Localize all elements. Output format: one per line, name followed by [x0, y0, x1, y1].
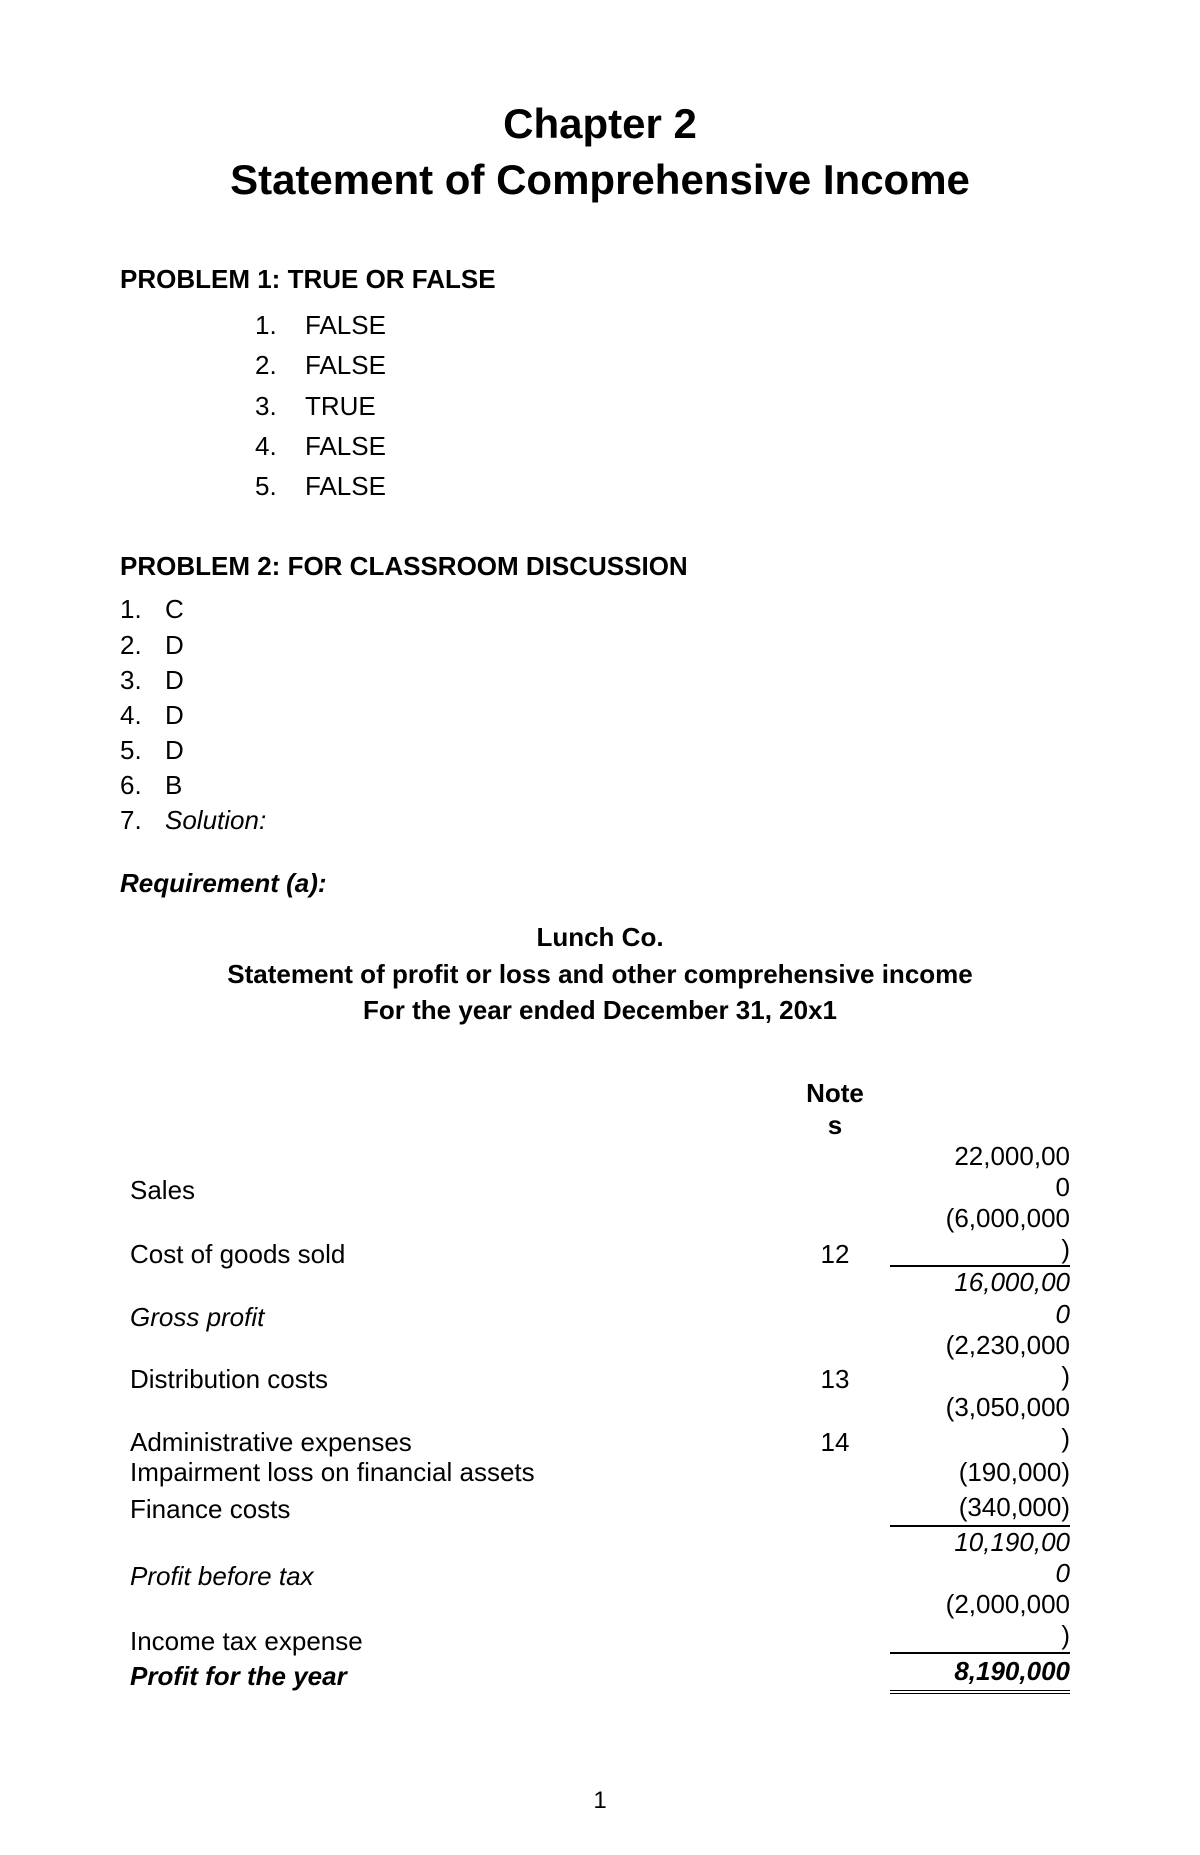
item-answer: D: [165, 663, 184, 698]
item-answer: D: [165, 698, 184, 733]
row-amount: (2,000,000): [890, 1589, 1080, 1653]
item-answer: D: [165, 733, 184, 768]
item-number: 1.: [255, 305, 305, 345]
list-item: 5.FALSE: [255, 466, 1080, 506]
row-amount: 16,000,000: [890, 1267, 1080, 1329]
list-item: 5.D: [120, 733, 1080, 768]
item-number: 7.: [120, 803, 165, 838]
list-item: 3.D: [120, 663, 1080, 698]
requirement-heading: Requirement (a):: [120, 868, 1080, 899]
row-amount: (3,050,000): [890, 1392, 1080, 1454]
item-answer: FALSE: [305, 305, 386, 345]
list-item: 3.TRUE: [255, 386, 1080, 426]
company-name: Lunch Co.: [120, 919, 1080, 955]
chapter-subtitle: Statement of Comprehensive Income: [120, 156, 1080, 204]
table-row: Distribution costs 13 (2,230,000): [120, 1330, 1080, 1392]
row-amount: 10,190,000: [890, 1527, 1080, 1589]
item-number: 5.: [255, 466, 305, 506]
financial-table: Notes Sales 22,000,000 Cost of goods sol…: [120, 1078, 1080, 1693]
item-number: 3.: [120, 663, 165, 698]
list-item: 7.Solution:: [120, 803, 1080, 838]
table-row: Gross profit 16,000,000: [120, 1267, 1080, 1329]
item-answer: Solution:: [165, 803, 266, 838]
item-answer: TRUE: [305, 386, 376, 426]
list-item: 1.FALSE: [255, 305, 1080, 345]
item-number: 2.: [120, 628, 165, 663]
list-item: 2.FALSE: [255, 345, 1080, 385]
item-answer: B: [165, 768, 182, 803]
row-note: 12: [780, 1241, 890, 1267]
item-number: 1.: [120, 592, 165, 627]
row-label: Sales: [120, 1177, 780, 1203]
list-item: 6.B: [120, 768, 1080, 803]
problem1-heading: PROBLEM 1: TRUE OR FALSE: [120, 264, 1080, 295]
item-number: 2.: [255, 345, 305, 385]
item-number: 4.: [120, 698, 165, 733]
row-amount: 8,190,000: [890, 1654, 1080, 1694]
page-number: 1: [0, 1787, 1200, 1815]
problem2-list: 1.C 2.D 3.D 4.D 5.D 6.B 7.Solution:: [120, 592, 1080, 838]
problem1-list: 1.FALSE 2.FALSE 3.TRUE 4.FALSE 5.FALSE: [255, 305, 1080, 506]
row-label: Profit for the year: [120, 1659, 780, 1694]
table-row: Impairment loss on financial assets (190…: [120, 1455, 1080, 1490]
row-label: Profit before tax: [120, 1563, 780, 1589]
notes-column-header: Notes: [780, 1078, 890, 1140]
row-amount: (190,000): [890, 1455, 1080, 1490]
table-row: Sales 22,000,000: [120, 1141, 1080, 1203]
row-amount: 22,000,000: [890, 1141, 1080, 1203]
row-label: Administrative expenses: [120, 1429, 780, 1455]
statement-title: Statement of profit or loss and other co…: [120, 956, 1080, 992]
item-answer: FALSE: [305, 345, 386, 385]
table-row: Profit for the year 8,190,000: [120, 1654, 1080, 1694]
item-number: 6.: [120, 768, 165, 803]
row-note: 13: [780, 1366, 890, 1392]
item-answer: FALSE: [305, 426, 386, 466]
item-number: 3.: [255, 386, 305, 426]
problem2-heading: PROBLEM 2: FOR CLASSROOM DISCUSSION: [120, 551, 1080, 582]
table-row: Cost of goods sold 12 (6,000,000): [120, 1203, 1080, 1267]
list-item: 2.D: [120, 628, 1080, 663]
table-row: Finance costs (340,000): [120, 1490, 1080, 1527]
statement-header: Lunch Co. Statement of profit or loss an…: [120, 919, 1080, 1028]
row-label: Income tax expense: [120, 1628, 780, 1654]
item-number: 4.: [255, 426, 305, 466]
row-label: Distribution costs: [120, 1366, 780, 1392]
statement-period: For the year ended December 31, 20x1: [120, 992, 1080, 1028]
item-answer: FALSE: [305, 466, 386, 506]
row-note: 14: [780, 1429, 890, 1455]
item-number: 5.: [120, 733, 165, 768]
row-label: Cost of goods sold: [120, 1241, 780, 1267]
chapter-title: Chapter 2: [120, 100, 1080, 148]
row-label: Gross profit: [120, 1304, 780, 1330]
item-answer: C: [165, 592, 184, 627]
row-amount: (6,000,000): [890, 1203, 1080, 1267]
table-row: Profit before tax 10,190,000: [120, 1527, 1080, 1589]
row-label: Impairment loss on financial assets: [120, 1455, 780, 1490]
list-item: 1.C: [120, 592, 1080, 627]
table-row: Income tax expense (2,000,000): [120, 1589, 1080, 1653]
item-answer: D: [165, 628, 184, 663]
row-label: Finance costs: [120, 1492, 780, 1527]
table-row: Administrative expenses 14 (3,050,000): [120, 1392, 1080, 1454]
table-header-row: Notes: [120, 1078, 1080, 1140]
list-item: 4.FALSE: [255, 426, 1080, 466]
list-item: 4.D: [120, 698, 1080, 733]
row-amount: (2,230,000): [890, 1330, 1080, 1392]
row-amount: (340,000): [890, 1490, 1080, 1527]
